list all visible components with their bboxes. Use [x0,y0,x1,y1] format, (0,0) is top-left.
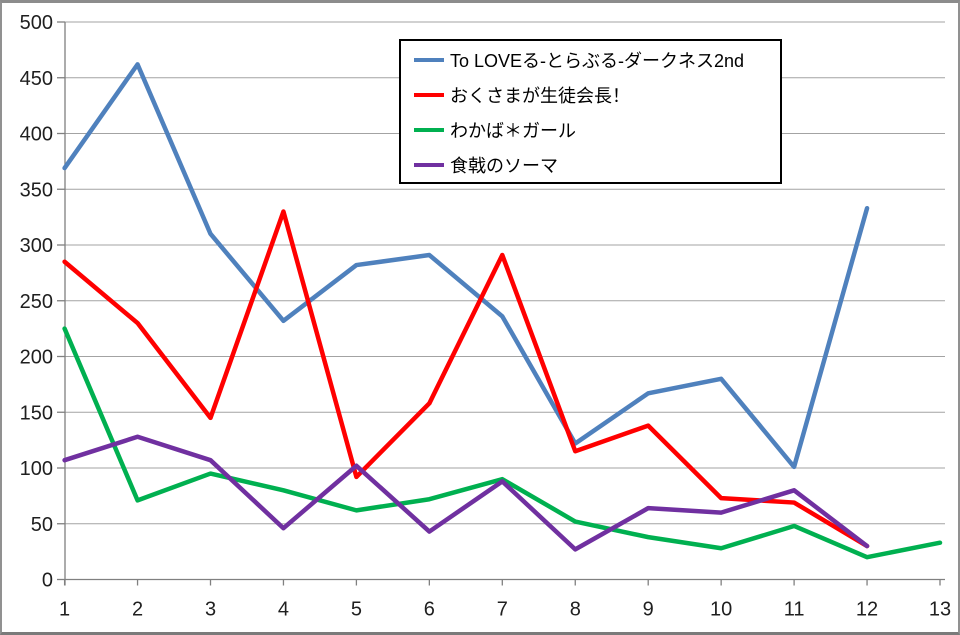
y-axis-tick-label: 350 [20,179,53,201]
x-axis-tick-label: 9 [643,599,654,621]
series-line [62,434,870,552]
x-axis-tick-label: 8 [570,599,581,621]
x-axis-tick-label: 12 [856,599,878,621]
y-axis-tick-label: 300 [20,235,53,257]
series-line [62,62,870,470]
y-axis-tick-label: 400 [20,124,53,146]
series-line [62,326,943,560]
y-axis-tick-label: 500 [20,12,53,34]
legend-label: To LOVEる-とらぶる-ダークネス2nd [450,50,745,71]
x-axis-tick-label: 6 [424,599,435,621]
x-axis-tick-label: 2 [132,599,143,621]
legend-item: わかば＊ガール [401,112,780,147]
legend-line-swatch [414,127,444,132]
x-axis-tick-label: 5 [351,599,362,621]
y-axis-tick-label: 200 [20,347,53,369]
x-axis-tick-label: 11 [784,599,805,621]
x-axis-tick-label: 10 [710,599,732,621]
series-line [62,209,870,549]
x-axis-tick-label: 13 [929,599,951,621]
legend-item: おくさまが生徒会長！ [401,77,780,112]
chart-legend: To LOVEる-とらぶる-ダークネス2nd おくさまが生徒会長！ わかば＊ガー… [399,39,782,184]
x-axis-tick-label: 1 [59,599,70,621]
legend-line-swatch [414,92,444,97]
y-axis-tick-label: 450 [20,68,53,90]
y-axis-tick-label: 50 [31,514,53,536]
y-axis-tick-label: 100 [20,458,53,480]
y-axis-tick-label: 250 [20,291,53,313]
y-axis-tick-label: 0 [42,570,53,592]
legend-item: 食戟のソーマ [401,147,780,182]
x-axis-tick-label: 4 [278,599,289,621]
legend-label: わかば＊ガール [450,120,576,141]
legend-line-swatch [414,162,444,167]
y-axis-tick-label: 150 [20,402,53,424]
legend-item: To LOVEる-とらぶる-ダークネス2nd [401,42,780,77]
legend-label: おくさまが生徒会長！ [450,85,630,106]
legend-label: 食戟のソーマ [450,155,558,176]
legend-line-swatch [414,57,444,62]
x-axis-tick-label: 3 [205,599,216,621]
x-axis-tick-label: 7 [497,599,508,621]
